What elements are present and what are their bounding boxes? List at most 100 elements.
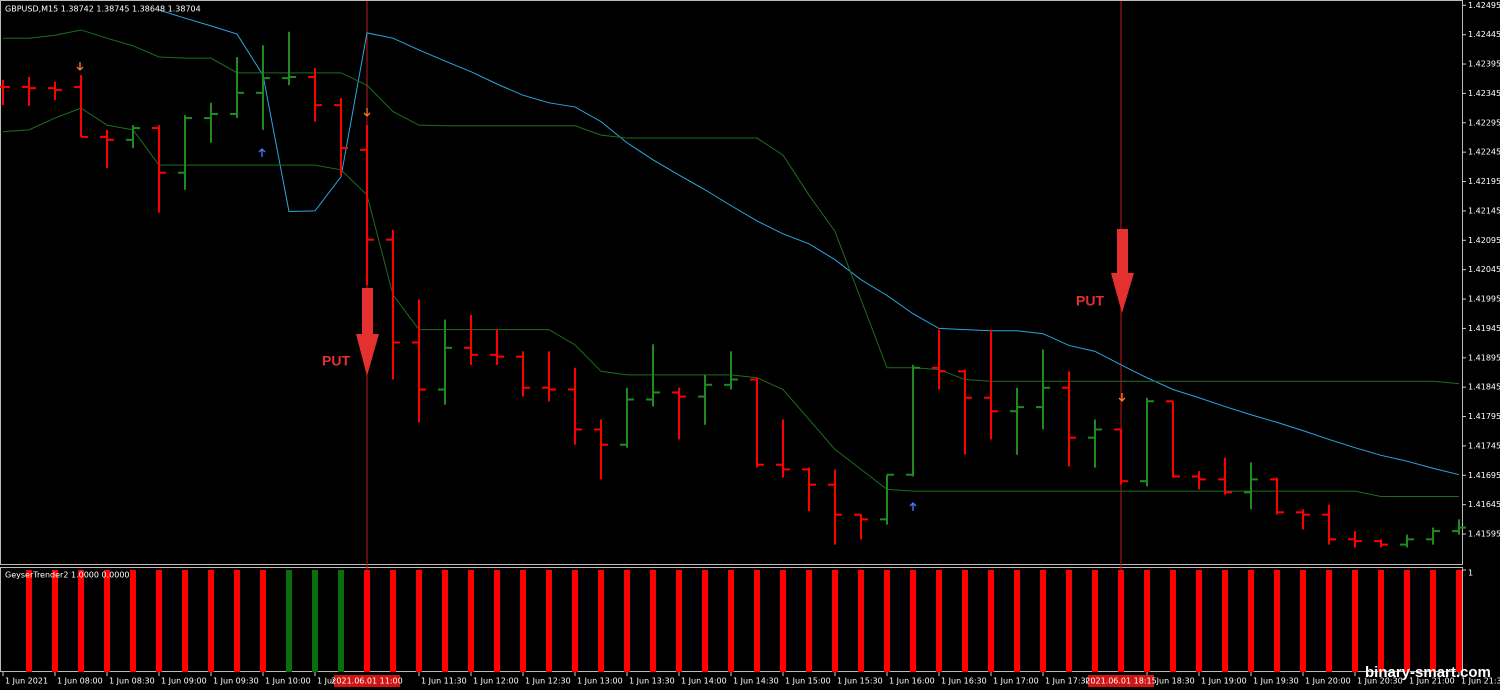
x-tick-label: 1 Jun 16:00 (889, 677, 935, 686)
put-arrows (356, 229, 1134, 376)
indicator-bar (1248, 570, 1254, 672)
indicator-bar (1352, 570, 1358, 672)
x-tick-label: 1 Jun 09:00 (161, 677, 207, 686)
x-tick-label: 1 Jun 14:30 (733, 677, 779, 686)
indicator-bar (832, 570, 838, 672)
y-tick-label: 1.41995 (1468, 295, 1500, 304)
y-tick-label: 1.41695 (1468, 471, 1500, 480)
y-tick-label: 1.41745 (1468, 441, 1500, 450)
y-tick-label: 1.41845 (1468, 383, 1500, 392)
put-arrow-shaft (362, 288, 373, 336)
indicator-bar (650, 570, 656, 672)
x-tick-label: 1 Jun 21:30 (1461, 677, 1500, 686)
indicator-bar (234, 570, 240, 672)
x-tick-label: 1 Jun 12:30 (525, 677, 571, 686)
x-tick-label: 1 Jun 18:30 (1149, 677, 1195, 686)
indicator-bar (962, 570, 968, 672)
indicator-bar (1066, 570, 1072, 672)
indicator-bar (208, 570, 214, 672)
down-arrow-icon (363, 108, 371, 117)
indicator-bar (364, 570, 370, 672)
indicator-bar (1170, 570, 1176, 672)
indicator-bar (260, 570, 266, 672)
indicator-bar (988, 570, 994, 672)
x-tick-label: 1 Jun 14:00 (681, 677, 727, 686)
indicator-bar (494, 570, 500, 672)
indicator-bar (598, 570, 604, 672)
indicator-bar (1326, 570, 1332, 672)
indicator-line (158, 9, 1460, 476)
indicator-bar (754, 570, 760, 672)
indicator-bar (182, 570, 188, 672)
x-tick-label: 1 Jun 17:30 (1045, 677, 1091, 686)
indicator-bar (520, 570, 526, 672)
y-tick-label: 1.41795 (1468, 412, 1500, 421)
y-tick-label: 1.41945 (1468, 324, 1500, 333)
y-tick-label: 1.42395 (1468, 60, 1500, 69)
y-tick-label: 1.42045 (1468, 265, 1500, 274)
indicator-bar (546, 570, 552, 672)
y-tick-label: 1.41895 (1468, 353, 1500, 362)
signal-arrows (76, 62, 1126, 511)
x-tick-label: 1 Jun 21:00 (1409, 677, 1455, 686)
indicator-bar (910, 570, 916, 672)
x-tick-label: 1 Jun 19:30 (1253, 677, 1299, 686)
indicator-bar (78, 570, 84, 672)
indicator-bar (1274, 570, 1280, 672)
indicator-bar (1040, 570, 1046, 672)
indicator-bar (702, 570, 708, 672)
indicator-bar (390, 570, 396, 672)
indicator-bar (624, 570, 630, 672)
y-tick-label: 1.42295 (1468, 118, 1500, 127)
indicator-bar (104, 570, 110, 672)
indicator-bar (1118, 570, 1124, 672)
signal-label: PUT (1076, 293, 1104, 309)
y-tick-label: 1.42245 (1468, 148, 1500, 157)
indicator-bar (1196, 570, 1202, 672)
cursor-label: 2021.06.01 18:15 (1085, 677, 1156, 686)
up-arrow-icon (909, 502, 917, 511)
y-tick-label: 1.41645 (1468, 500, 1500, 509)
indicator-bar (858, 570, 864, 672)
main-panel-frame (0, 0, 1463, 565)
chart-title: GBPUSD,M15 1.38742 1.38745 1.38648 1.387… (5, 5, 201, 14)
indicator-bar (26, 570, 32, 672)
indicator-bar (1456, 570, 1462, 672)
indicator-bar (884, 570, 890, 672)
indicator-bar (676, 570, 682, 672)
x-tick-label: 1 Jun 09:30 (213, 677, 259, 686)
put-arrow-head (1111, 273, 1134, 313)
indicator-bar (416, 570, 422, 672)
indicator-bar (780, 570, 786, 672)
indicator-bar (1092, 570, 1098, 672)
indicator-bar (468, 570, 474, 672)
indicator-bar (156, 570, 162, 672)
watermark: binary-smart.com (1365, 664, 1491, 681)
indicator-bar (1144, 570, 1150, 672)
up-arrow-icon (258, 148, 266, 157)
x-tick-label: 1 Jun 10:00 (265, 677, 311, 686)
x-tick-label: 1 Jun 2021 (5, 677, 48, 686)
indicator-title: GeyserTrender2 1.0000 0.0000 (5, 571, 130, 580)
y-tick-label: 1.42495 (1468, 1, 1500, 10)
x-tick-label: 1 Jun 17:00 (993, 677, 1039, 686)
indicator-bar (936, 570, 942, 672)
y-tick-label: 1 (1468, 569, 1473, 578)
x-tick-label: 1 Jun 13:00 (577, 677, 623, 686)
indicator-bar (442, 570, 448, 672)
down-arrow-icon (76, 62, 84, 71)
y-tick-label: 1.42195 (1468, 177, 1500, 186)
y-tick-label: 1.42145 (1468, 206, 1500, 215)
indicator-bar (338, 570, 344, 672)
indicator-line (3, 29, 1460, 385)
y-tick-label: 1.42445 (1468, 30, 1500, 39)
x-tick-label: 1 Jun 19:00 (1201, 677, 1247, 686)
indicator-bar (286, 570, 292, 672)
x-tick-label: 1 Jun 20:00 (1305, 677, 1351, 686)
y-tick-label: 1.42095 (1468, 236, 1500, 245)
x-tick-label: 1 Jun 11:30 (421, 677, 467, 686)
signal-label: PUT (322, 353, 350, 369)
